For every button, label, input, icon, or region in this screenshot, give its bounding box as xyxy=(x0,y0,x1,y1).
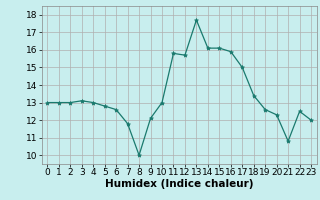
X-axis label: Humidex (Indice chaleur): Humidex (Indice chaleur) xyxy=(105,179,253,189)
